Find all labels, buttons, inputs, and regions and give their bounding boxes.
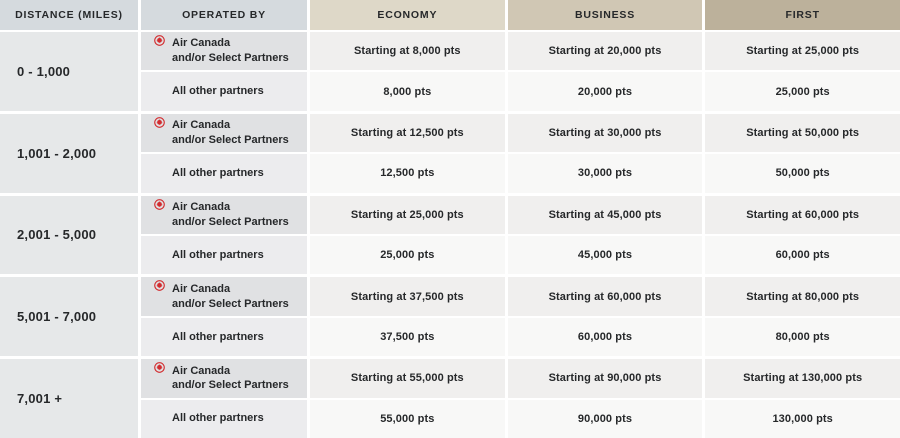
table-row-group: 0 - 1,000 Air Canada and/or Select Partn…	[0, 32, 900, 111]
business-air-canada-value: Starting at 20,000 pts	[507, 32, 703, 71]
header-operated-by: OPERATED BY	[141, 0, 307, 30]
first-air-canada-value: Starting at 80,000 pts	[705, 277, 900, 316]
economy-other-value: 8,000 pts	[310, 72, 505, 111]
table-row-group: 1,001 - 2,000 Air Canada and/or Select P…	[0, 113, 900, 193]
first-other-value: 25,000 pts	[705, 72, 900, 111]
table-row-group: 5,001 - 7,000 Air Canada and/or Select P…	[0, 277, 900, 357]
economy-other-value: 55,000 pts	[310, 399, 505, 438]
business-air-canada-value: Starting at 90,000 pts	[507, 359, 703, 398]
operator-cell-air-canada: Air Canada and/or Select Partners	[141, 32, 307, 71]
operator-label-air-canada: Air Canada and/or Select Partners	[172, 200, 289, 228]
operator-label-air-canada: Air Canada and/or Select Partners	[172, 37, 289, 65]
operator-cell-air-canada: Air Canada and/or Select Partners	[141, 195, 307, 234]
distance-cell: 2,001 - 5,000	[0, 195, 138, 275]
operator-cell-air-canada: Air Canada and/or Select Partners	[141, 113, 307, 153]
business-other-value: 20,000 pts	[507, 72, 703, 111]
economy-air-canada-value: Starting at 12,500 pts	[310, 113, 505, 153]
operator-cell-other-partners: All other partners	[141, 399, 307, 438]
air-canada-roundel-icon	[154, 362, 165, 374]
distance-cell: 0 - 1,000	[0, 32, 138, 111]
first-air-canada-value: Starting at 25,000 pts	[705, 32, 900, 71]
header-business: BUSINESS	[507, 0, 703, 30]
operator-cell-air-canada: Air Canada and/or Select Partners	[141, 277, 307, 316]
distance-cell: 7,001 +	[0, 359, 138, 438]
operator-cell-air-canada: Air Canada and/or Select Partners	[141, 359, 307, 398]
business-air-canada-value: Starting at 45,000 pts	[507, 195, 703, 234]
air-canada-roundel-icon	[154, 198, 165, 210]
operator-label-air-canada: Air Canada and/or Select Partners	[172, 119, 289, 146]
economy-other-value: 37,500 pts	[310, 317, 505, 357]
table-row-group: 7,001 + Air Canada and/or Select Partner…	[0, 359, 900, 438]
business-air-canada-value: Starting at 60,000 pts	[507, 277, 703, 316]
header-distance: DISTANCE (MILES)	[0, 0, 138, 30]
operator-cell-other-partners: All other partners	[141, 154, 307, 193]
first-air-canada-value: Starting at 50,000 pts	[705, 113, 900, 153]
economy-air-canada-value: Starting at 55,000 pts	[310, 359, 505, 398]
operator-label-air-canada: Air Canada and/or Select Partners	[172, 364, 289, 392]
first-air-canada-value: Starting at 60,000 pts	[705, 195, 900, 234]
business-other-value: 60,000 pts	[507, 317, 703, 357]
business-other-value: 30,000 pts	[507, 154, 703, 193]
economy-other-value: 25,000 pts	[310, 235, 505, 275]
economy-air-canada-value: Starting at 25,000 pts	[310, 195, 505, 234]
first-air-canada-value: Starting at 130,000 pts	[705, 359, 900, 398]
economy-air-canada-value: Starting at 37,500 pts	[310, 277, 505, 316]
distance-cell: 1,001 - 2,000	[0, 113, 138, 193]
air-canada-roundel-icon	[154, 35, 165, 46]
economy-other-value: 12,500 pts	[310, 154, 505, 193]
operator-label-air-canada: Air Canada and/or Select Partners	[172, 282, 289, 310]
table-row-group: 2,001 - 5,000 Air Canada and/or Select P…	[0, 195, 900, 275]
business-air-canada-value: Starting at 30,000 pts	[507, 113, 703, 153]
header-economy: ECONOMY	[310, 0, 505, 30]
distance-cell: 5,001 - 7,000	[0, 277, 138, 357]
business-other-value: 45,000 pts	[507, 235, 703, 275]
first-other-value: 80,000 pts	[705, 317, 900, 357]
economy-air-canada-value: Starting at 8,000 pts	[310, 32, 505, 71]
table-header-row: DISTANCE (MILES) OPERATED BY ECONOMY BUS…	[0, 0, 900, 30]
operator-cell-other-partners: All other partners	[141, 235, 307, 275]
air-canada-roundel-icon	[154, 116, 165, 128]
header-first: FIRST	[705, 0, 900, 30]
business-other-value: 90,000 pts	[507, 399, 703, 438]
first-other-value: 50,000 pts	[705, 154, 900, 193]
operator-cell-other-partners: All other partners	[141, 72, 307, 111]
first-other-value: 130,000 pts	[705, 399, 900, 438]
air-canada-roundel-icon	[154, 280, 165, 292]
operator-cell-other-partners: All other partners	[141, 317, 307, 357]
first-other-value: 60,000 pts	[705, 235, 900, 275]
